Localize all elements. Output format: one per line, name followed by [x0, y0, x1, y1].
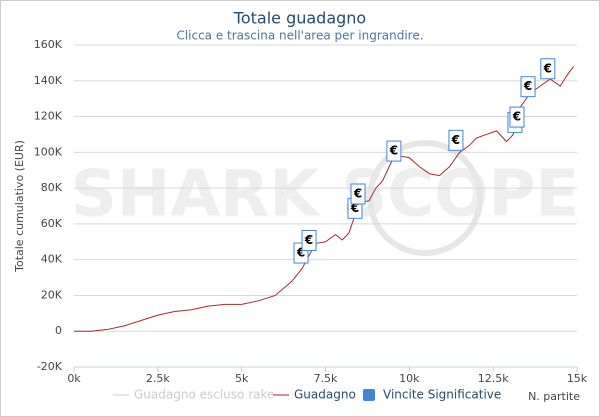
legend-label[interactable]: Guadagno escluso rake	[134, 388, 274, 402]
win-flag-label: €	[304, 233, 313, 247]
win-flag-label: €	[543, 61, 552, 75]
win-flag	[350, 183, 366, 205]
chart-title: Totale guadagno	[233, 9, 366, 28]
win-flag	[540, 58, 556, 80]
y-axis-title: Totale cumulativo (EUR)	[13, 140, 26, 273]
y-tick-label: 0	[55, 324, 62, 337]
win-flag	[448, 129, 464, 151]
win-flag-label: €	[353, 187, 362, 201]
x-tick-label: 10k	[399, 372, 420, 385]
y-tick-label: 140K	[34, 74, 63, 87]
y-tick-label: 40K	[41, 253, 63, 266]
y-tick-label: -20K	[37, 360, 63, 373]
win-flag-label: €	[512, 110, 521, 124]
win-flag-label: €	[451, 133, 460, 147]
y-tick-label: 60K	[41, 217, 63, 230]
x-tick-label: 7.5k	[314, 372, 338, 385]
y-tick-label: 160K	[34, 38, 63, 51]
y-tick-label: 80K	[41, 181, 63, 194]
win-flag-label: €	[296, 246, 305, 260]
x-axis-title: N. partite	[528, 390, 580, 403]
win-flag	[386, 140, 402, 162]
win-flag	[509, 106, 525, 128]
x-tick-label: 12.5k	[478, 372, 509, 385]
x-tick-label: 5k	[235, 372, 249, 385]
legend-label[interactable]: Vincite Significative	[383, 388, 501, 402]
y-tick-label: 120K	[34, 110, 63, 123]
win-flag	[301, 230, 317, 252]
win-flag-label: €	[523, 79, 532, 93]
x-tick-label: 0k	[67, 372, 81, 385]
watermark: SHARK SCOPE	[71, 158, 579, 232]
win-flag-label: €	[389, 144, 398, 158]
y-tick-label: 20K	[41, 288, 63, 301]
chart-subtitle: Clicca e trascina nell'area per ingrandi…	[176, 29, 423, 43]
y-tick-label: 100K	[34, 145, 63, 158]
win-flag	[520, 76, 536, 98]
line-series	[74, 66, 575, 332]
x-tick-label: 15k	[567, 372, 588, 385]
legend-symbol	[363, 389, 375, 401]
x-tick-label: 2.5k	[146, 372, 170, 385]
legend-label[interactable]: Guadagno	[294, 388, 356, 402]
win-flag-label: €	[350, 201, 359, 215]
